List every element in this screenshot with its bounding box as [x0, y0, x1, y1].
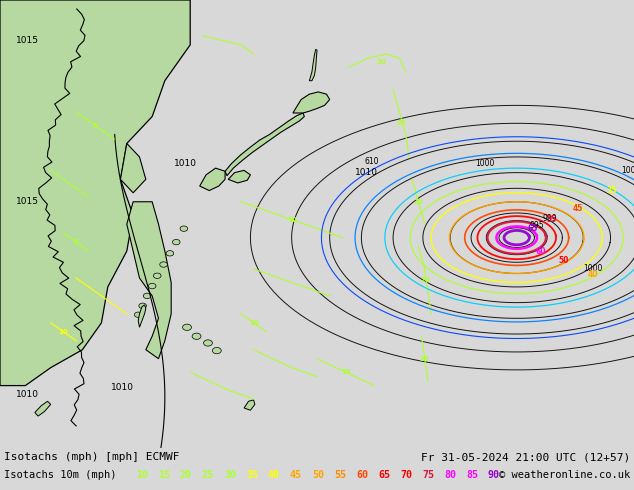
- Text: Isotachs (mph) [mph] ECMWF: Isotachs (mph) [mph] ECMWF: [4, 452, 179, 463]
- Text: 20: 20: [180, 470, 192, 480]
- Circle shape: [139, 303, 146, 309]
- Text: 60: 60: [356, 470, 368, 480]
- Polygon shape: [138, 305, 146, 327]
- Text: 610: 610: [365, 157, 379, 166]
- Polygon shape: [293, 92, 330, 113]
- Circle shape: [192, 333, 201, 340]
- Circle shape: [143, 293, 151, 298]
- Polygon shape: [200, 168, 225, 191]
- Text: 20: 20: [397, 121, 406, 126]
- Text: 15: 15: [158, 470, 170, 480]
- Polygon shape: [35, 401, 51, 416]
- Text: 50: 50: [559, 256, 569, 266]
- Circle shape: [172, 240, 180, 245]
- Text: 5: 5: [74, 239, 79, 245]
- Text: 10: 10: [249, 320, 259, 326]
- Text: 10: 10: [287, 217, 297, 222]
- Text: 50: 50: [312, 470, 324, 480]
- Text: 999: 999: [542, 214, 557, 223]
- Text: 20: 20: [421, 277, 430, 283]
- Circle shape: [160, 262, 167, 267]
- Text: 80: 80: [444, 470, 456, 480]
- Text: 1010: 1010: [16, 390, 39, 399]
- Text: 85: 85: [466, 470, 478, 480]
- Text: 20: 20: [413, 199, 424, 205]
- Circle shape: [134, 312, 142, 318]
- Text: 1000: 1000: [583, 264, 602, 272]
- Text: 55: 55: [547, 215, 557, 224]
- Circle shape: [212, 347, 221, 354]
- Polygon shape: [127, 202, 171, 359]
- Text: 995: 995: [529, 221, 545, 230]
- Polygon shape: [309, 49, 317, 81]
- Text: 10: 10: [58, 329, 68, 335]
- Text: 15: 15: [340, 369, 351, 375]
- Text: 35: 35: [607, 186, 617, 195]
- Text: © weatheronline.co.uk: © weatheronline.co.uk: [499, 470, 630, 480]
- Text: 1010: 1010: [174, 159, 197, 168]
- Text: 1010: 1010: [355, 168, 378, 177]
- Circle shape: [148, 283, 156, 289]
- Circle shape: [183, 324, 191, 330]
- Text: 20: 20: [377, 59, 387, 65]
- Polygon shape: [228, 171, 250, 183]
- Circle shape: [166, 250, 174, 256]
- Text: 55: 55: [334, 470, 346, 480]
- Text: 75: 75: [422, 470, 434, 480]
- Text: 1010: 1010: [111, 383, 134, 392]
- Polygon shape: [120, 144, 146, 193]
- Text: 90: 90: [488, 470, 500, 480]
- Text: 25: 25: [202, 470, 214, 480]
- Polygon shape: [225, 113, 304, 176]
- Text: 40: 40: [268, 470, 280, 480]
- Text: 1015: 1015: [16, 36, 39, 45]
- Polygon shape: [244, 400, 255, 410]
- Text: 45: 45: [573, 204, 583, 213]
- Text: 10: 10: [136, 470, 148, 480]
- Text: 40: 40: [588, 270, 598, 279]
- Polygon shape: [0, 0, 190, 386]
- Text: 35: 35: [246, 470, 258, 480]
- Text: 30: 30: [224, 470, 236, 480]
- Text: 20: 20: [420, 356, 430, 362]
- Text: Fr 31-05-2024 21:00 UTC (12+57): Fr 31-05-2024 21:00 UTC (12+57): [421, 452, 630, 463]
- Text: 70: 70: [400, 470, 412, 480]
- Text: 65: 65: [378, 470, 390, 480]
- Circle shape: [153, 273, 161, 278]
- Circle shape: [180, 226, 188, 231]
- Text: 1005: 1005: [621, 166, 634, 175]
- Text: 1000: 1000: [476, 159, 495, 168]
- Text: 5: 5: [93, 122, 98, 128]
- Text: 45: 45: [290, 470, 302, 480]
- Text: Isotachs 10m (mph): Isotachs 10m (mph): [4, 470, 117, 480]
- Text: 60: 60: [536, 246, 546, 256]
- Circle shape: [204, 340, 212, 346]
- Text: 1015: 1015: [16, 197, 39, 206]
- Text: 65: 65: [527, 224, 538, 233]
